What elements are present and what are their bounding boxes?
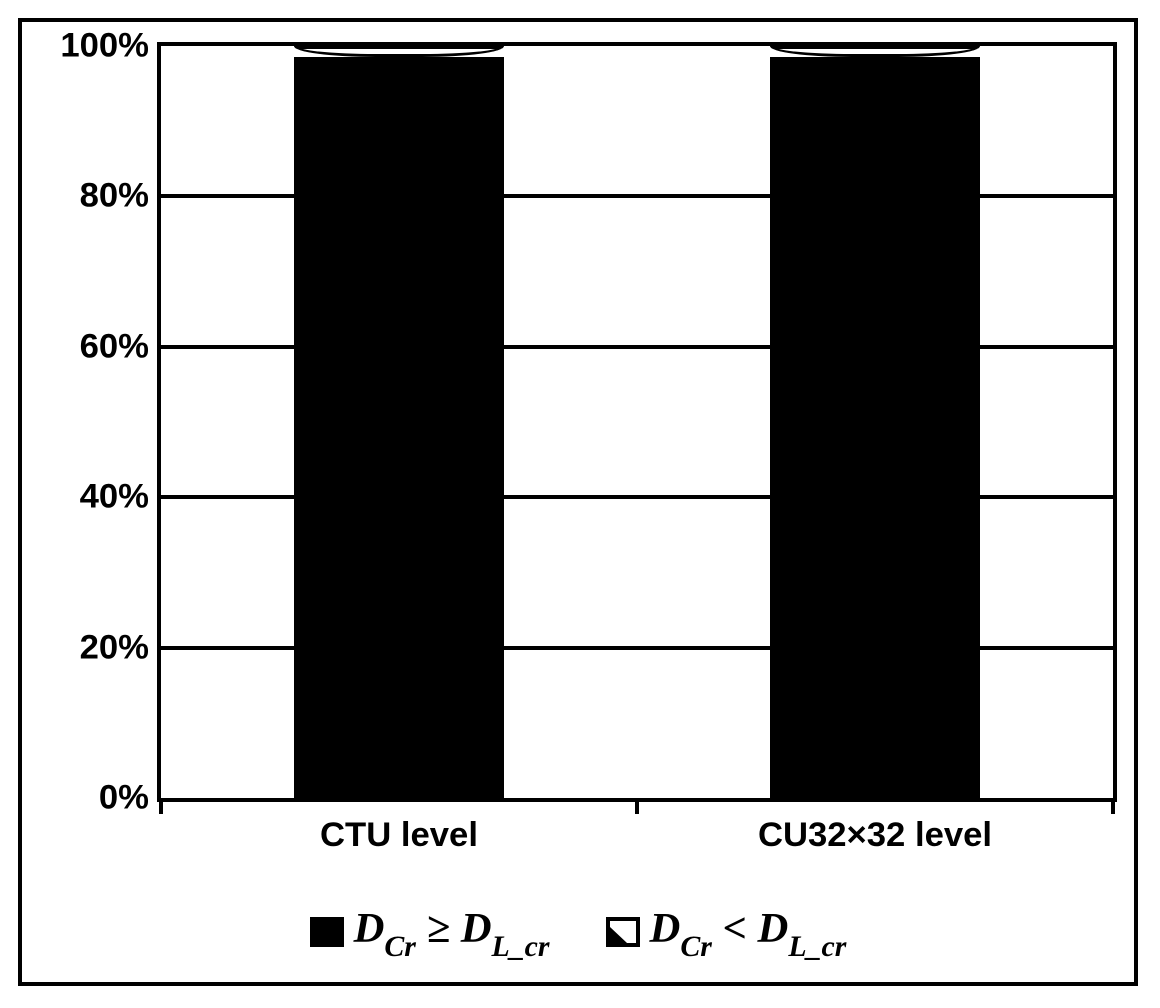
legend-row: DCr ≥ DL_cr DCr < DL_cr — [310, 904, 847, 960]
bar-stack — [770, 46, 979, 798]
axis-tick — [635, 798, 639, 814]
ytick-label: 100% — [60, 27, 149, 66]
axis-tick — [159, 798, 163, 814]
bar-stack — [294, 46, 503, 798]
bar-segment — [770, 57, 979, 798]
legend-swatch — [606, 917, 640, 947]
legend-swatch — [310, 917, 344, 947]
bar-segment — [770, 46, 979, 57]
legend-item: DCr < DL_cr — [606, 904, 847, 960]
ytick-label: 60% — [80, 327, 149, 366]
xtick-label: CTU level — [320, 816, 478, 855]
ytick-label: 20% — [80, 628, 149, 667]
legend-label: DCr < DL_cr — [650, 904, 847, 960]
bar-segment — [294, 46, 503, 57]
ytick-label: 80% — [80, 177, 149, 216]
legend-item: DCr ≥ DL_cr — [310, 904, 550, 960]
ytick-label: 0% — [99, 779, 149, 818]
chart-outer-border: 0%20%40%60%80%100%CTU levelCU32×32 level… — [18, 18, 1138, 986]
xtick-label: CU32×32 level — [758, 816, 992, 855]
axis-tick — [1111, 798, 1115, 814]
legend: DCr ≥ DL_cr DCr < DL_cr — [22, 904, 1134, 960]
plot-area: 0%20%40%60%80%100%CTU levelCU32×32 level — [157, 42, 1117, 802]
ytick-label: 40% — [80, 478, 149, 517]
chart-canvas: 0%20%40%60%80%100%CTU levelCU32×32 level… — [0, 0, 1160, 1008]
legend-label: DCr ≥ DL_cr — [354, 904, 550, 960]
bar-segment — [294, 57, 503, 798]
